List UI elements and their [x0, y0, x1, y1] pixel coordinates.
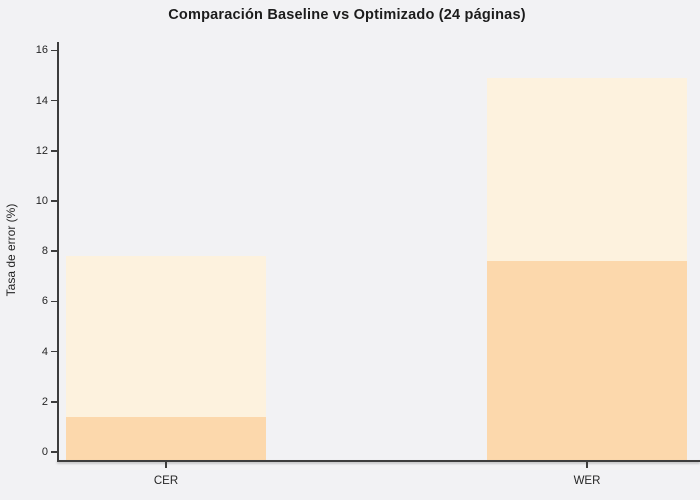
y-tick-mark — [50, 451, 57, 453]
y-tick-label: 16 — [35, 44, 48, 57]
x-tick-label-wer: WER — [573, 475, 601, 487]
chart-title: Comparación Baseline vs Optimizado (24 p… — [168, 7, 526, 23]
y-tick-mark — [50, 300, 57, 303]
bar-wer-optimizado — [487, 261, 687, 461]
y-tick-mark — [50, 400, 57, 403]
y-tick-label: 6 — [41, 295, 48, 308]
y-tick-label: 10 — [35, 195, 48, 207]
y-tick-label: 4 — [41, 345, 48, 358]
y-tick-mark — [50, 250, 57, 253]
y-tick-label: 0 — [41, 446, 48, 458]
y-tick-mark — [50, 149, 57, 152]
y-axis-spine — [56, 42, 59, 462]
y-tick-label: 8 — [41, 245, 48, 258]
y-tick-label: 14 — [35, 94, 48, 107]
bar-cer-optimizado — [66, 416, 266, 461]
y-tick-label: 2 — [41, 395, 48, 408]
y-axis-label: Tasa de error (%) — [4, 203, 18, 297]
x-tick-mark — [165, 462, 167, 468]
x-axis-spine — [56, 459, 700, 462]
y-tick-mark — [50, 200, 57, 202]
y-tick-label: 12 — [35, 144, 48, 157]
y-tick-mark — [50, 350, 57, 353]
y-tick-mark — [50, 99, 57, 102]
x-tick-label-cer: CER — [153, 475, 179, 487]
x-tick-mark — [586, 462, 588, 468]
y-tick-mark — [50, 49, 57, 52]
